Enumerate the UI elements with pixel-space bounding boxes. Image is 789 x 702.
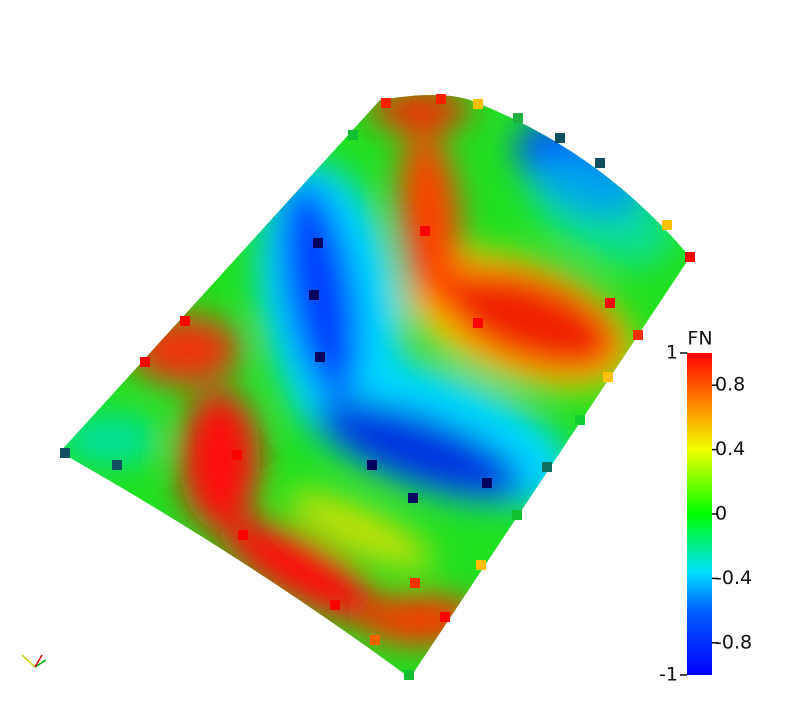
tick-label: 0.8 <box>715 374 745 396</box>
colorbar-title: FN <box>687 328 712 350</box>
tick-label: -1 <box>659 664 678 686</box>
tick-label: -0.4 <box>715 567 752 589</box>
tick-label: -0.8 <box>715 631 752 653</box>
orientation-axes <box>21 654 47 668</box>
tick-label: 1 <box>666 342 678 364</box>
tick-label: 0 <box>715 503 727 525</box>
sample-points <box>60 94 695 680</box>
colorbar <box>687 353 712 675</box>
tick-label: 0.4 <box>715 438 745 460</box>
surface <box>60 95 690 678</box>
